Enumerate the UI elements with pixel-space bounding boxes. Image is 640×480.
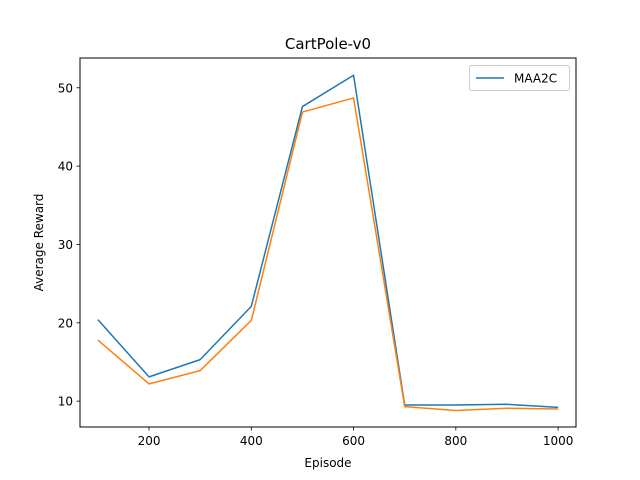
ticks-layer: 200 400 600 800 1000 10 20 30 40 50 (58, 81, 574, 448)
x-tick-label: 800 (444, 434, 467, 448)
y-tick-label: 40 (58, 160, 73, 174)
series-line-1 (97, 74, 559, 409)
y-tick-label: 20 (58, 316, 73, 330)
y-tick-label: 30 (58, 238, 73, 252)
x-tick-label: 1000 (543, 434, 574, 448)
series-layer (97, 74, 559, 412)
legend-label-maa2c: MAA2C (514, 72, 557, 86)
chart-title: CartPole-v0 (285, 35, 371, 53)
x-axis-label: Episode (304, 456, 351, 470)
y-axis-label: Average Reward (32, 194, 46, 292)
legend-box (469, 65, 570, 91)
y-tick-label: 10 (58, 395, 73, 409)
y-tick-label: 50 (58, 81, 73, 95)
x-tick-label: 600 (342, 434, 365, 448)
legend: MAA2C (469, 65, 570, 91)
plot-frame (79, 57, 577, 428)
x-tick-label: 200 (138, 434, 161, 448)
series-line-2 (97, 97, 559, 412)
x-tick-label: 400 (240, 434, 263, 448)
